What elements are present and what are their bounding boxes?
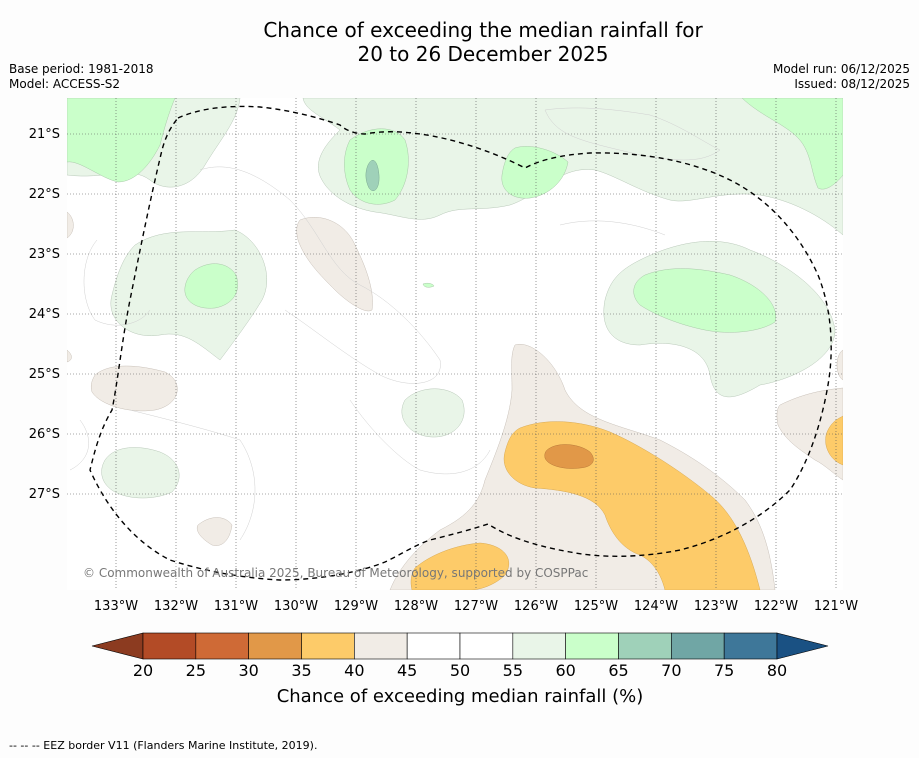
colorbar-tick-label: 60 — [555, 661, 575, 680]
colorbar-tick-label: 40 — [344, 661, 364, 680]
contour-line — [559, 220, 666, 236]
colorbar-tick-label: 35 — [291, 661, 311, 680]
colorbar-cell — [142, 632, 197, 660]
colorbar-tick-label: 25 — [186, 661, 206, 680]
colorbar: 20 25 30 35 40 45 50 55 60 65 70 75 80 Chance of exc… — [91, 632, 829, 707]
zone-35-40-southwest — [410, 542, 510, 590]
lat-labels: 21°S 22°S 23°S 24°S 25°S 26°S 27°S — [29, 127, 60, 502]
issued-date: Issued: 08/12/2025 — [794, 77, 910, 91]
lat-label: 22°S — [29, 187, 60, 202]
contour-line — [349, 399, 491, 475]
colorbar-ticks: 20 25 30 35 40 45 50 55 60 65 70 75 80 — [133, 661, 787, 680]
lon-label: 133°W — [94, 599, 138, 614]
colorbar-cell — [512, 632, 566, 660]
eez-legend: -- -- -- EEZ border V11 (Flanders Marine… — [9, 739, 318, 752]
zone-60-65-northcenter — [501, 146, 569, 199]
thin-contours — [69, 107, 721, 541]
lon-label: 131°W — [214, 599, 258, 614]
colorbar-tick-label: 55 — [503, 661, 523, 680]
map-panel: © Commonwealth of Australia 2025, Bureau… — [67, 98, 843, 590]
contour-line — [69, 419, 89, 471]
title-line-1: Chance of exceeding the median rainfall … — [263, 18, 703, 42]
base-period: Base period: 1981-2018 — [9, 62, 154, 76]
lat-label: 23°S — [29, 247, 60, 262]
zone-40-45-north — [296, 217, 373, 312]
colorbar-tick-label: 80 — [767, 661, 787, 680]
title-line-2: 20 to 26 December 2025 — [357, 42, 609, 66]
model-name: Model: ACCESS-S2 — [9, 77, 121, 91]
lat-label: 25°S — [29, 367, 60, 382]
colorbar-under-arrow — [91, 632, 144, 660]
contour-line — [83, 239, 151, 326]
colorbar-cell — [671, 632, 725, 660]
contour-line — [129, 409, 256, 541]
colorbar-tick-label: 65 — [608, 661, 628, 680]
colorbar-tick-label: 50 — [450, 661, 470, 680]
zone-65-70-north — [365, 160, 380, 191]
lon-label: 130°W — [274, 599, 318, 614]
lat-label: 24°S — [29, 307, 60, 322]
zone-40-45-east-edge — [836, 349, 843, 381]
lon-labels: 133°W 132°W 131°W 130°W 129°W 128°W 127°… — [94, 599, 858, 614]
colorbar-cell — [354, 632, 408, 660]
colorbar-cell — [618, 632, 672, 660]
contour-line — [544, 107, 721, 161]
colorbar-title: Chance of exceeding median rainfall (%) — [277, 686, 644, 707]
map-title: Chance of exceeding the median rainfall … — [0, 18, 919, 66]
lon-label: 125°W — [574, 599, 618, 614]
copyright-text: © Commonwealth of Australia 2025, Bureau… — [83, 566, 588, 580]
zone-60-65-northwest — [67, 98, 176, 183]
colorbar-tick-label: 75 — [714, 661, 734, 680]
lon-label: 129°W — [334, 599, 378, 614]
lon-label: 127°W — [454, 599, 498, 614]
zone-40-45-west — [67, 211, 74, 239]
colorbar-cell — [248, 632, 302, 660]
lon-label: 126°W — [514, 599, 558, 614]
zone-30-35-south — [544, 444, 594, 469]
lon-label: 123°W — [694, 599, 738, 614]
rainfall-shading — [67, 98, 843, 590]
colorbar-cell — [301, 632, 355, 660]
zone-35-40-east — [825, 415, 843, 466]
meta-right: Model run: 06/12/2025 Issued: 08/12/2025 — [773, 62, 910, 92]
colorbar-tick-label: 30 — [238, 661, 258, 680]
meta-left: Base period: 1981-2018 Model: ACCESS-S2 — [9, 62, 154, 92]
colorbar-cells — [142, 632, 778, 660]
colorbar-cell — [459, 632, 514, 660]
lon-label: 128°W — [394, 599, 438, 614]
zone-40-45-midwest — [90, 365, 178, 412]
zone-40-45-east — [776, 387, 843, 481]
graticule — [67, 98, 843, 590]
lat-label: 21°S — [29, 127, 60, 142]
zone-55-60-center — [401, 388, 465, 438]
colorbar-cell — [723, 632, 778, 660]
contour-line — [199, 166, 441, 384]
colorbar-tick-label: 20 — [133, 661, 153, 680]
zone-60-65-northeast — [741, 98, 843, 190]
colorbar-over-arrow — [776, 632, 829, 660]
eez-border — [89, 105, 832, 581]
colorbar-cell — [406, 632, 461, 660]
model-run: Model run: 06/12/2025 — [772, 62, 910, 76]
colorbar-tick-label: 70 — [661, 661, 681, 680]
lon-label: 124°W — [634, 599, 678, 614]
colorbar-tick-label: 45 — [397, 661, 417, 680]
lon-label: 132°W — [154, 599, 198, 614]
colorbar-cell — [565, 632, 619, 660]
zone-55-60-southwest — [101, 447, 180, 499]
zone-40-45-southwest — [196, 517, 233, 546]
lat-label: 26°S — [29, 427, 60, 442]
zone-60-65-west — [184, 263, 238, 309]
lon-label: 121°W — [814, 599, 858, 614]
zone-60-65-east — [633, 268, 777, 333]
lat-label: 27°S — [29, 487, 60, 502]
colorbar-cell — [195, 632, 249, 660]
zone-40-45-west-edge — [67, 349, 72, 363]
lon-label: 122°W — [754, 599, 798, 614]
zone-60-65-dot — [422, 282, 435, 288]
